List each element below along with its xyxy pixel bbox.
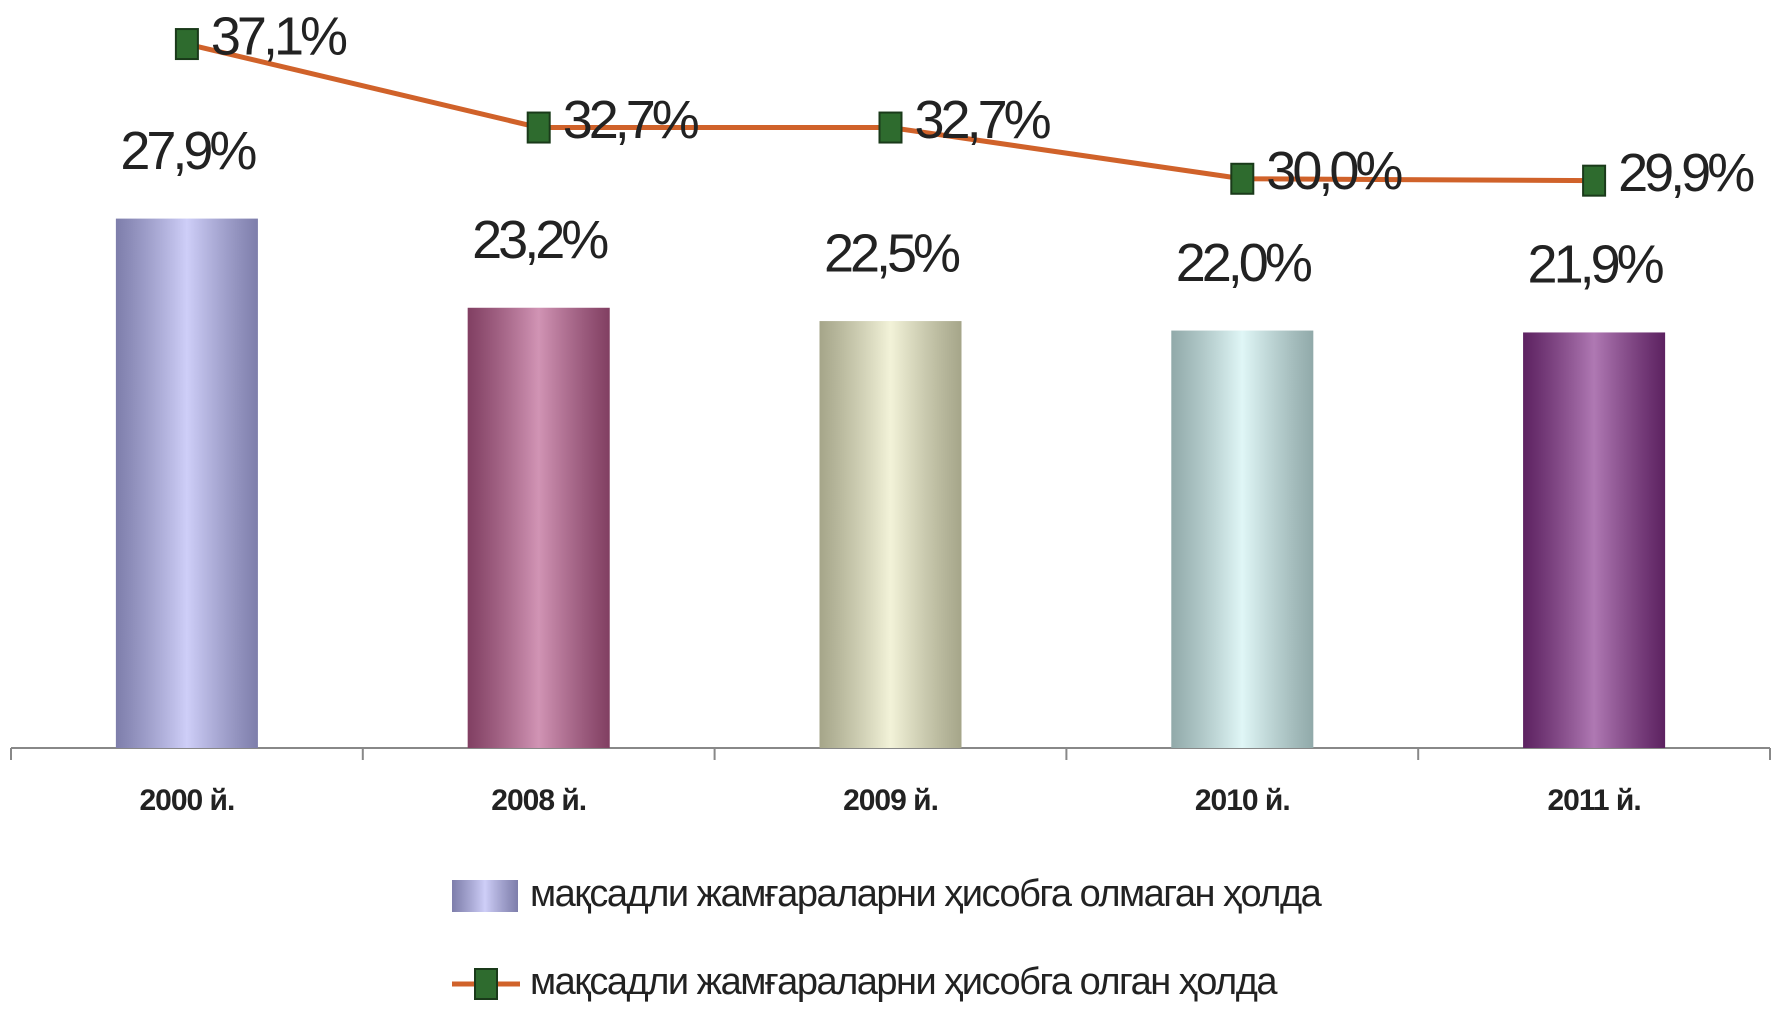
marker — [174, 28, 199, 61]
bar-shade — [819, 321, 962, 748]
legend-label: мақсадли жамғараларни ҳисобга олган ҳолд… — [530, 961, 1278, 1003]
value-label: 30,0% — [1266, 141, 1402, 201]
marker — [878, 111, 903, 144]
bar-shade — [1523, 332, 1666, 748]
bar-shade — [1171, 330, 1314, 748]
value-label: 29,9% — [1618, 143, 1754, 203]
x-tick-label: 2011 й. — [1547, 784, 1640, 817]
marker — [1230, 162, 1255, 195]
bar-shade — [467, 307, 610, 748]
x-tick-label: 2008 й. — [491, 784, 586, 817]
legend-label: мақсадли жамғараларни ҳисобга олмаган ҳо… — [530, 873, 1323, 915]
value-label: 37,1% — [211, 6, 347, 66]
bar-shade — [115, 218, 258, 749]
value-label: 22,0% — [1176, 233, 1312, 293]
value-label: 23,2% — [472, 210, 608, 270]
legend-marker — [474, 968, 498, 1000]
value-label: 27,9% — [120, 121, 256, 181]
value-label: 22,5% — [824, 223, 960, 283]
legend-swatch-shade — [452, 880, 518, 912]
value-label: 32,7% — [563, 90, 699, 150]
x-tick-label: 2010 й. — [1195, 784, 1290, 817]
x-tick-label: 2000 й. — [139, 784, 234, 817]
x-tick-label: 2009 й. — [843, 784, 938, 817]
marker — [1582, 164, 1607, 197]
marker — [526, 111, 551, 144]
value-label: 32,7% — [915, 90, 1051, 150]
value-label: 21,9% — [1528, 235, 1664, 295]
